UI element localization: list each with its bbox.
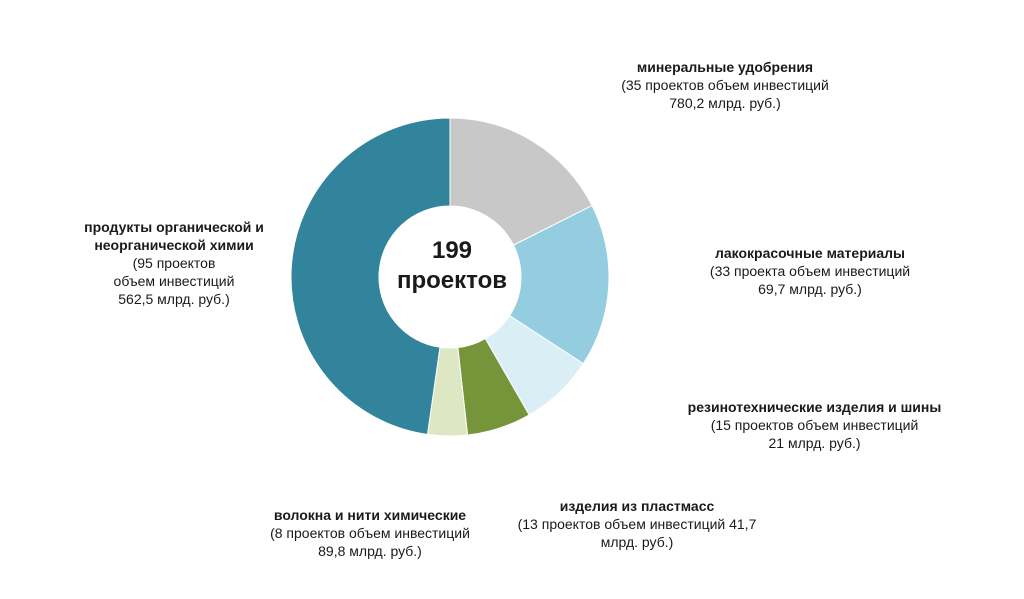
label-paint: лакокрасочные материалы (33 проекта объе… xyxy=(690,244,930,298)
label-chem-title1: продукты органической и xyxy=(84,219,264,235)
label-chem: продукты органической и неорганической х… xyxy=(54,218,294,308)
label-fiber-line1: (8 проектов объем инвестиций xyxy=(270,525,470,541)
label-chem-line2: объем инвестиций xyxy=(113,273,235,289)
label-mineral-line1: (35 проектов объем инвестиций xyxy=(621,77,829,93)
center-total: 199 проектов xyxy=(372,236,532,296)
donut-slice-2 xyxy=(508,204,610,365)
donut-slice-1 xyxy=(449,117,593,246)
label-fiber: волокна и нити химические (8 проектов об… xyxy=(250,506,490,560)
donut-slice-6 xyxy=(290,117,451,435)
label-plastic-line2: млрд. руб.) xyxy=(600,534,674,550)
label-fiber-title: волокна и нити химические xyxy=(273,507,467,523)
label-mineral-title: минеральные удобрения xyxy=(636,59,814,75)
center-total-unit: проектов xyxy=(396,267,508,294)
label-paint-line1: (33 проекта объем инвестиций xyxy=(709,263,911,279)
center-total-number: 199 xyxy=(431,237,473,264)
label-plastic-title: изделия из пластмасс xyxy=(559,498,715,514)
label-rubber: резинотехнические изделия и шины (15 про… xyxy=(672,398,957,452)
label-rubber-line2: 21 млрд. руб.) xyxy=(768,435,861,451)
label-mineral-line2: 780,2 млрд. руб.) xyxy=(669,95,781,111)
label-chem-line1: (95 проектов xyxy=(132,255,216,271)
label-rubber-line1: (15 проектов объем инвестиций xyxy=(710,417,919,433)
label-chem-title2: неорганической химии xyxy=(94,237,254,253)
label-plastic-line1: (13 проектов объем инвестиций 41,7 xyxy=(517,516,757,532)
label-mineral: минеральные удобрения (35 проектов объем… xyxy=(600,58,850,112)
label-rubber-title: резинотехнические изделия и шины xyxy=(687,399,942,415)
label-chem-line3: 562,5 млрд. руб.) xyxy=(118,291,230,307)
label-fiber-line2: 89,8 млрд. руб.) xyxy=(318,543,422,559)
label-plastic: изделия из пластмасс (13 проектов объем … xyxy=(497,497,777,551)
label-paint-line2: 69,7 млрд. руб.) xyxy=(758,281,862,297)
label-paint-title: лакокрасочные материалы xyxy=(715,245,905,261)
